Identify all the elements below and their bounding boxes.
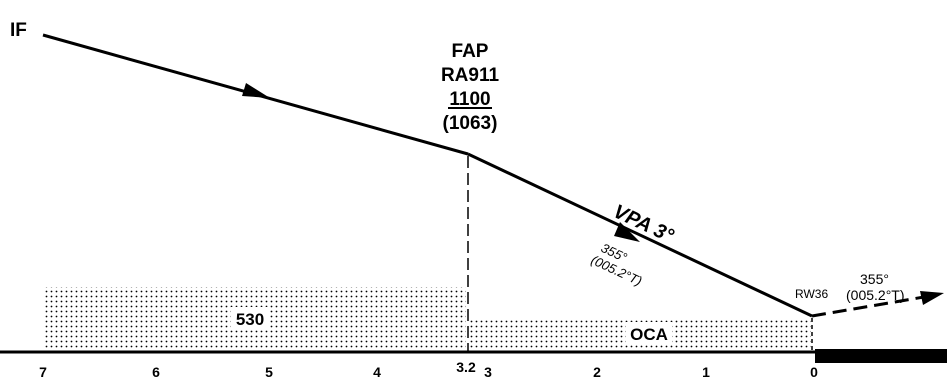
missed-approach-arrow bbox=[920, 291, 944, 305]
fap-height: (1063) bbox=[443, 113, 498, 134]
obstacle-value-outer: 530 bbox=[236, 310, 264, 329]
obstacle-label-bg-inner bbox=[626, 322, 672, 344]
runway-threshold-label: RW36 bbox=[795, 287, 828, 301]
distance-tick: 6 bbox=[152, 364, 160, 380]
distance-tick: 5 bbox=[265, 364, 273, 380]
obstacle-label-bg-outer bbox=[231, 307, 269, 329]
fap-fix-name: RA911 bbox=[441, 65, 500, 86]
missed-track-true: (005.2°T) bbox=[846, 287, 905, 303]
fap-label: FAP bbox=[452, 41, 489, 62]
runway-bar bbox=[815, 349, 947, 363]
if-label: IF bbox=[10, 20, 27, 41]
vpa-label: VPA 3° bbox=[610, 201, 678, 248]
intermediate-direction-arrow bbox=[242, 83, 270, 98]
distance-tick: 2 bbox=[593, 364, 601, 380]
fap-altitude: 1100 bbox=[449, 89, 490, 110]
distance-tick: 0 bbox=[810, 364, 818, 380]
distance-tick: 3.2 bbox=[456, 359, 476, 375]
distance-tick: 1 bbox=[702, 364, 710, 380]
distance-tick: 7 bbox=[39, 364, 47, 380]
distance-tick: 3 bbox=[484, 364, 492, 380]
final-segment bbox=[467, 152, 813, 318]
oca-label: OCA bbox=[630, 325, 668, 344]
distance-tick: 4 bbox=[373, 364, 381, 380]
missed-track-magnetic: 355° bbox=[860, 271, 889, 287]
final-direction-arrow bbox=[614, 222, 640, 242]
